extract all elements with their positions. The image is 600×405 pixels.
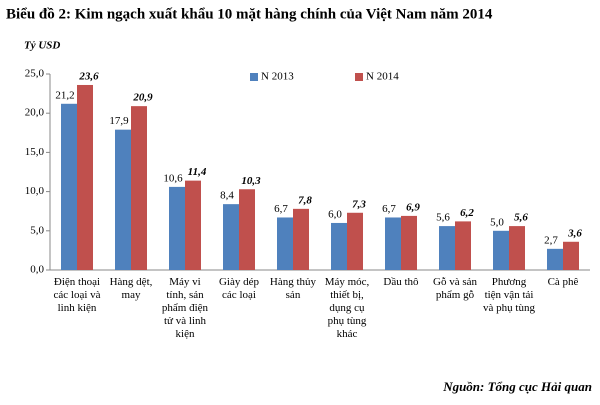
value-label: 7,8 [298,194,312,206]
chart-title: Biểu đồ 2: Kim ngạch xuất khẩu 10 mặt hà… [6,6,493,22]
value-label: 8,4 [220,190,234,202]
value-label: 20,9 [132,92,153,104]
bar [239,189,255,270]
y-tick-label: 20,0 [25,107,45,119]
bar [385,217,401,270]
value-label: 21,2 [55,89,74,101]
x-tick-label: Hàng dệt, may [109,276,153,301]
bar [293,208,309,270]
y-tick-label: 10,0 [25,185,45,197]
value-label: 10,3 [241,175,261,187]
bar [347,212,363,270]
bar [169,186,185,270]
value-label: 5,6 [514,212,528,224]
value-label: 2,7 [544,234,558,246]
bar [223,204,239,270]
value-label: 6,0 [328,208,342,220]
legend-swatch [250,73,258,81]
bar [563,241,579,270]
x-tick-label: Hàng thủy sản [269,276,317,301]
value-label: 5,0 [490,216,504,228]
bar [439,226,455,270]
x-tick-label: Điện thoại các loại và linh kiện [53,276,101,314]
x-tick-label: Dầu thô [383,276,419,288]
y-tick-label: 5,0 [30,224,44,236]
bar [61,103,77,271]
value-label: 3,6 [567,227,582,239]
bar [401,215,417,270]
bar [277,217,293,270]
value-label: 10,6 [163,172,183,184]
y-tick-label: 25,0 [25,68,45,80]
bar [331,222,347,270]
legend-label: N 2014 [366,71,399,83]
y-tick-label: 15,0 [25,146,45,158]
source-note: Nguồn: Tổng cục Hải quan [442,379,592,394]
value-label: 6,7 [274,203,288,215]
bar [547,248,563,270]
bar [185,180,201,270]
legend-swatch [355,73,363,81]
x-tick-label: Gỗ và sản phẩm gỗ [433,276,477,301]
y-tick-label: 0,0 [30,264,44,276]
bar [115,129,131,270]
bar [493,230,509,270]
bar [131,106,147,270]
x-tick-label: Giày dép các loại [218,276,259,301]
value-label: 6,7 [382,203,396,215]
legend-label: N 2013 [261,71,294,83]
bar [509,226,525,270]
value-label: 7,3 [352,198,366,210]
value-label: 17,9 [109,115,129,127]
x-tick-label: Phương tiện vận tải và phụ tùng [483,276,535,314]
value-label: 11,4 [188,166,207,178]
value-label: 6,2 [460,207,474,219]
y-axis-label: Tỷ USD [24,40,60,52]
value-label: 5,6 [436,212,450,224]
x-tick-label: Máy vi tính, sản phẩm điện tử và linh ki… [161,276,209,340]
value-label: 23,6 [78,71,99,83]
bar [455,221,471,270]
x-tick-label: Cà phê [547,276,579,288]
value-label: 6,9 [406,201,420,213]
bar [77,84,93,270]
x-tick-label: Máy móc, thiết bị, dụng cụ phụ tùng khác [324,276,370,340]
